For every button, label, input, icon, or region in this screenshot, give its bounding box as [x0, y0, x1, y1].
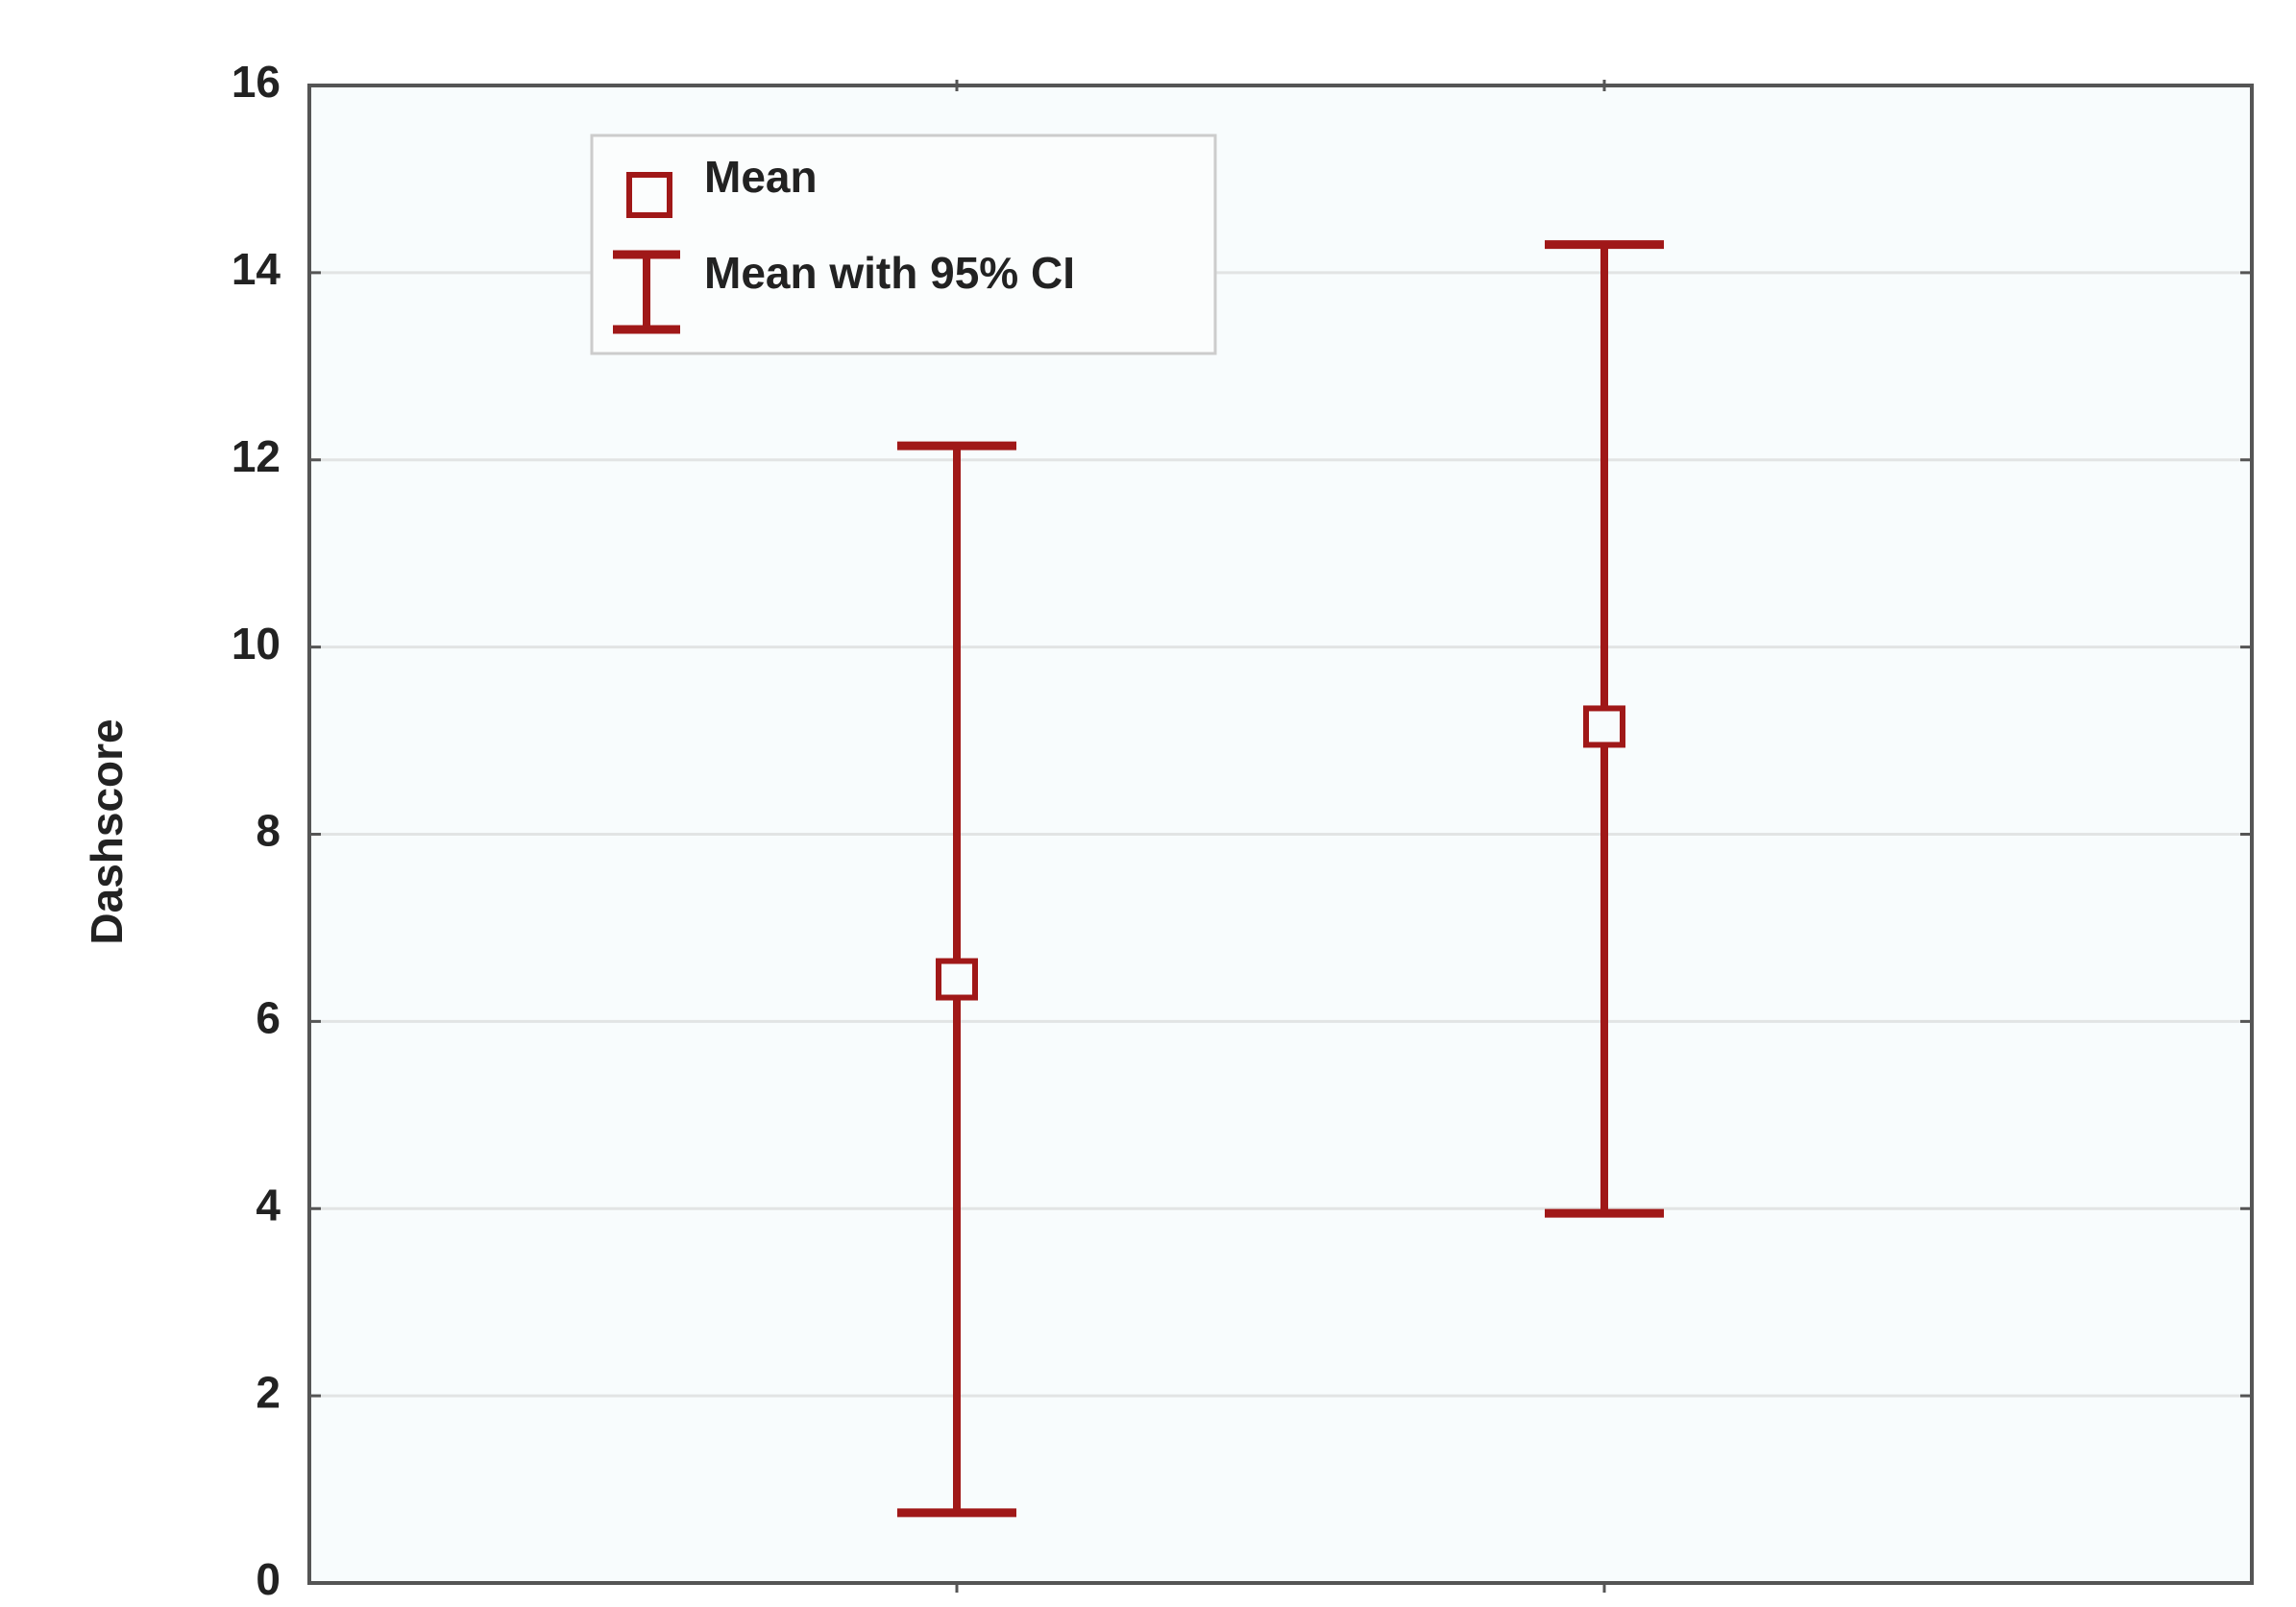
mean-marker: [1583, 705, 1625, 748]
legend-label: Mean with 95% CI: [704, 248, 1075, 298]
mean-marker: [936, 958, 978, 1001]
y-tick-label: 14: [232, 244, 281, 294]
y-axis-title: Dashscore: [82, 718, 132, 944]
y-tick-label: 10: [232, 619, 281, 669]
y-tick-label: 2: [256, 1367, 281, 1417]
legend-box: [590, 134, 1217, 355]
y-tick-label: 6: [256, 993, 281, 1043]
legend-label: Mean: [704, 152, 818, 202]
y-tick-label: 4: [256, 1180, 281, 1230]
y-tick-label: 12: [232, 431, 281, 481]
y-tick-label: 0: [256, 1554, 281, 1604]
plot-frame: [307, 84, 2254, 1585]
legend-mean-symbol: [626, 172, 672, 218]
y-tick-label: 8: [256, 806, 281, 856]
y-tick-label: 16: [232, 57, 281, 107]
